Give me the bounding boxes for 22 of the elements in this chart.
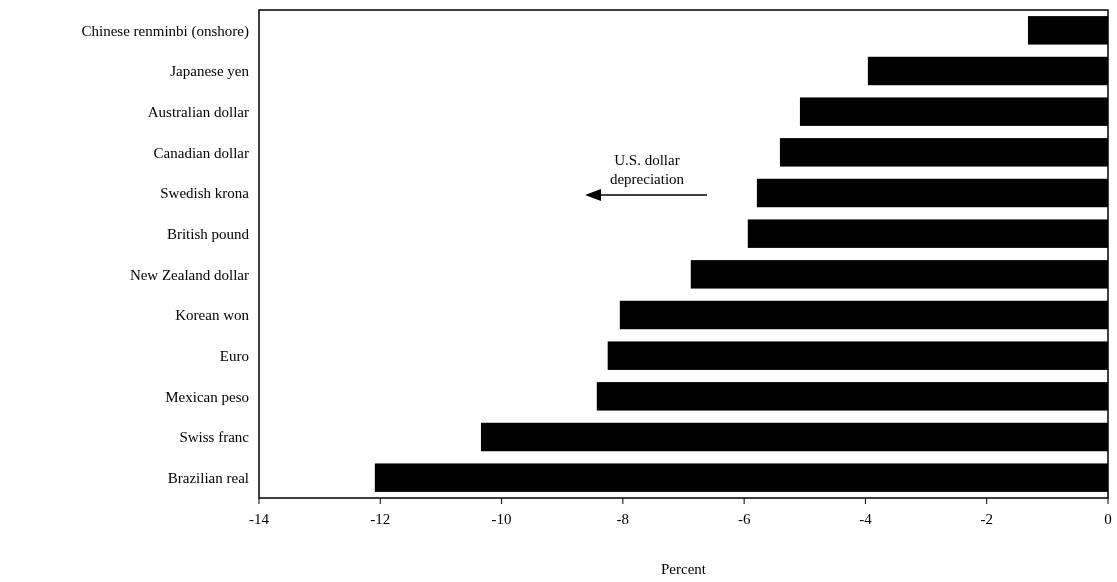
annotation: U.S. dollar depreciation [609,152,685,187]
x-tick-label: -6 [737,511,751,527]
x-tick-label: -2 [980,511,993,527]
x-tick-label: -8 [616,511,630,527]
x-tick-label: -10 [491,511,512,527]
y-tick-label: Japanese yen [170,63,250,80]
y-tick-label: Swedish krona [160,185,250,202]
y-tick-label: Canadian dollar [153,144,249,161]
x-tick-label: -14 [249,511,270,527]
y-tick-label: Brazilian real [167,469,249,486]
y-tick-label: Mexican peso [165,388,249,405]
y-tick-label: New Zealand dollar [129,266,249,283]
y-tick-label: Swiss franc [179,429,250,446]
x-tick-label: 0 [1104,511,1112,527]
y-tick-label: Australian dollar [147,103,249,120]
y-tick-label: British pound [166,225,250,242]
x-axis-title: Percent [661,561,707,577]
y-tick-label: Korean won [175,307,250,324]
y-tick-label: Chinese renminbi (onshore) [81,22,249,40]
y-tick-label: Euro [219,347,249,364]
x-tick-label: -4 [859,511,873,527]
x-tick-label: -12 [370,511,391,527]
